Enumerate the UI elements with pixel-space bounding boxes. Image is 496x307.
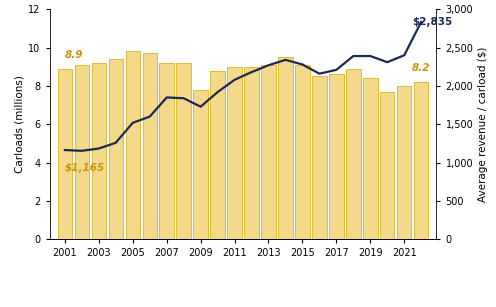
Bar bbox=[414, 82, 429, 239]
Bar bbox=[92, 63, 106, 239]
Text: $1,165: $1,165 bbox=[65, 162, 105, 173]
Bar bbox=[278, 57, 293, 239]
Bar bbox=[193, 90, 208, 239]
Legend: Left: Carloads, Right: Average revenue/carload: Left: Carloads, Right: Average revenue/c… bbox=[75, 303, 380, 307]
Bar bbox=[295, 65, 310, 239]
Bar bbox=[397, 86, 412, 239]
Bar bbox=[227, 67, 242, 239]
Bar bbox=[58, 69, 72, 239]
Text: 8.9: 8.9 bbox=[65, 50, 83, 60]
Bar bbox=[210, 71, 225, 239]
Bar bbox=[363, 78, 377, 239]
Bar bbox=[329, 75, 344, 239]
Bar bbox=[177, 63, 191, 239]
Bar bbox=[109, 59, 123, 239]
Bar bbox=[346, 69, 361, 239]
Bar bbox=[142, 53, 157, 239]
Bar bbox=[245, 67, 259, 239]
Text: $2,835: $2,835 bbox=[413, 17, 453, 27]
Bar bbox=[74, 65, 89, 239]
Bar bbox=[261, 65, 276, 239]
Y-axis label: Average revenue / carload ($): Average revenue / carload ($) bbox=[478, 47, 488, 202]
Bar bbox=[312, 76, 326, 239]
Bar bbox=[125, 52, 140, 239]
Bar bbox=[160, 63, 174, 239]
Y-axis label: Carloads (millions): Carloads (millions) bbox=[14, 76, 24, 173]
Text: 8.2: 8.2 bbox=[412, 64, 431, 73]
Bar bbox=[380, 92, 394, 239]
